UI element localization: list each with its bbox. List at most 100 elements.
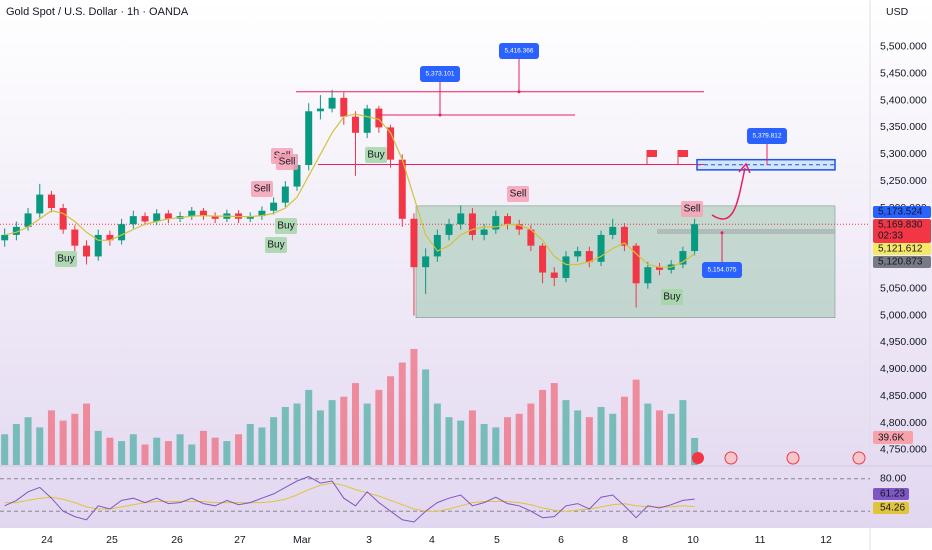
candle-body	[258, 210, 266, 217]
x-tick-label: 8	[622, 534, 628, 546]
volume-bar	[539, 389, 547, 465]
candle-body	[433, 234, 441, 257]
signal-box	[265, 237, 287, 253]
rsi-ma-line	[4, 482, 695, 512]
rsi-line	[4, 476, 695, 523]
candle-body	[609, 226, 617, 235]
time-axis-strip	[0, 528, 932, 550]
volume-tag-label: 39.6K	[878, 433, 904, 444]
volume-bar	[141, 444, 149, 465]
volume-bar	[422, 369, 430, 465]
x-tick-label: 5	[494, 534, 500, 546]
price-marker	[873, 219, 931, 243]
signal-label: Buy	[277, 221, 294, 232]
candle-body	[363, 108, 371, 133]
candle-body	[153, 213, 161, 222]
note-box	[702, 262, 742, 278]
volume-bar	[106, 437, 114, 465]
candle-body	[12, 226, 20, 235]
signal-label: Buy	[663, 292, 680, 303]
volume-bar	[363, 403, 371, 465]
candle-body	[492, 216, 500, 230]
candle-body	[246, 216, 254, 219]
candle-body	[410, 218, 418, 268]
candle-body	[445, 224, 453, 235]
candle-body	[83, 245, 91, 257]
price-marker-label: 5,120.873	[878, 257, 923, 268]
candle-body	[691, 224, 699, 252]
volume-bar	[71, 413, 79, 465]
volume-bar	[270, 417, 278, 465]
volume-bar	[246, 424, 254, 465]
price-marker	[873, 256, 931, 268]
moving-average	[4, 113, 695, 268]
candle-body	[24, 213, 32, 227]
volume-bar	[316, 410, 324, 465]
event-icons	[692, 451, 866, 465]
y-tick-label: 5,500.000	[880, 41, 927, 53]
volume-bar	[188, 444, 196, 465]
candle-body	[550, 272, 558, 278]
signal-box	[507, 186, 529, 202]
candle-body	[574, 251, 582, 257]
gray-band	[657, 229, 835, 234]
volume-bar	[410, 348, 418, 465]
candle-body	[118, 224, 126, 241]
signal-box	[681, 201, 703, 217]
signal-label: Sell	[510, 189, 527, 200]
candle-body	[36, 194, 44, 214]
volume-bar	[480, 424, 488, 465]
candle-body	[527, 229, 535, 246]
volume-bar	[118, 441, 126, 465]
volume-bar	[211, 437, 219, 465]
note-label: 5,373.101	[426, 71, 455, 78]
price-marker-label: 5,173.524	[878, 207, 923, 218]
candle-body	[328, 97, 336, 109]
candle-body	[351, 116, 359, 133]
volume-bar	[328, 400, 336, 465]
candle-body	[211, 216, 219, 219]
candle-body	[293, 165, 301, 187]
note-dot	[720, 231, 724, 235]
volume-bar	[94, 430, 102, 465]
candle-body	[164, 213, 172, 219]
volume-bar	[504, 417, 511, 465]
note-box	[420, 66, 460, 82]
x-tick-label: 25	[106, 534, 118, 546]
note-label: 5,379.812	[753, 133, 782, 140]
signal-label: Sell	[684, 204, 701, 215]
y-tick-label: 5,350.000	[880, 121, 927, 133]
signal-label: Buy	[267, 240, 284, 251]
candle-body	[71, 229, 79, 246]
y-tick-label: 4,900.000	[880, 363, 927, 375]
note-box	[747, 128, 787, 144]
x-tick-label: 6	[558, 534, 564, 546]
note-dot	[438, 113, 442, 117]
candle-body	[504, 216, 511, 225]
y-tick-label: 5,250.000	[880, 175, 927, 187]
volume-bar	[223, 441, 231, 465]
candle-body	[47, 194, 55, 209]
projection-arrow	[711, 167, 746, 220]
candle-body	[375, 108, 383, 128]
candle-body	[597, 234, 605, 262]
candle-body	[270, 202, 278, 211]
y-tick-label: 4,850.000	[880, 390, 927, 402]
candle-body	[457, 213, 465, 225]
candle-body	[1, 234, 9, 241]
candle-body	[398, 159, 406, 219]
volume-bar	[433, 403, 441, 465]
price-marker-label: 5,121.612	[878, 244, 923, 255]
candle-body	[188, 210, 196, 217]
volume-bar	[36, 427, 44, 465]
candle-body	[644, 267, 652, 284]
volume-bar	[24, 417, 32, 465]
flags	[646, 150, 688, 164]
volume-bar	[597, 406, 605, 465]
candle-body	[305, 111, 313, 166]
x-tick-label: 26	[171, 534, 183, 546]
candle-body	[422, 256, 430, 268]
signal-box	[275, 218, 297, 234]
volume-bar	[515, 413, 523, 465]
